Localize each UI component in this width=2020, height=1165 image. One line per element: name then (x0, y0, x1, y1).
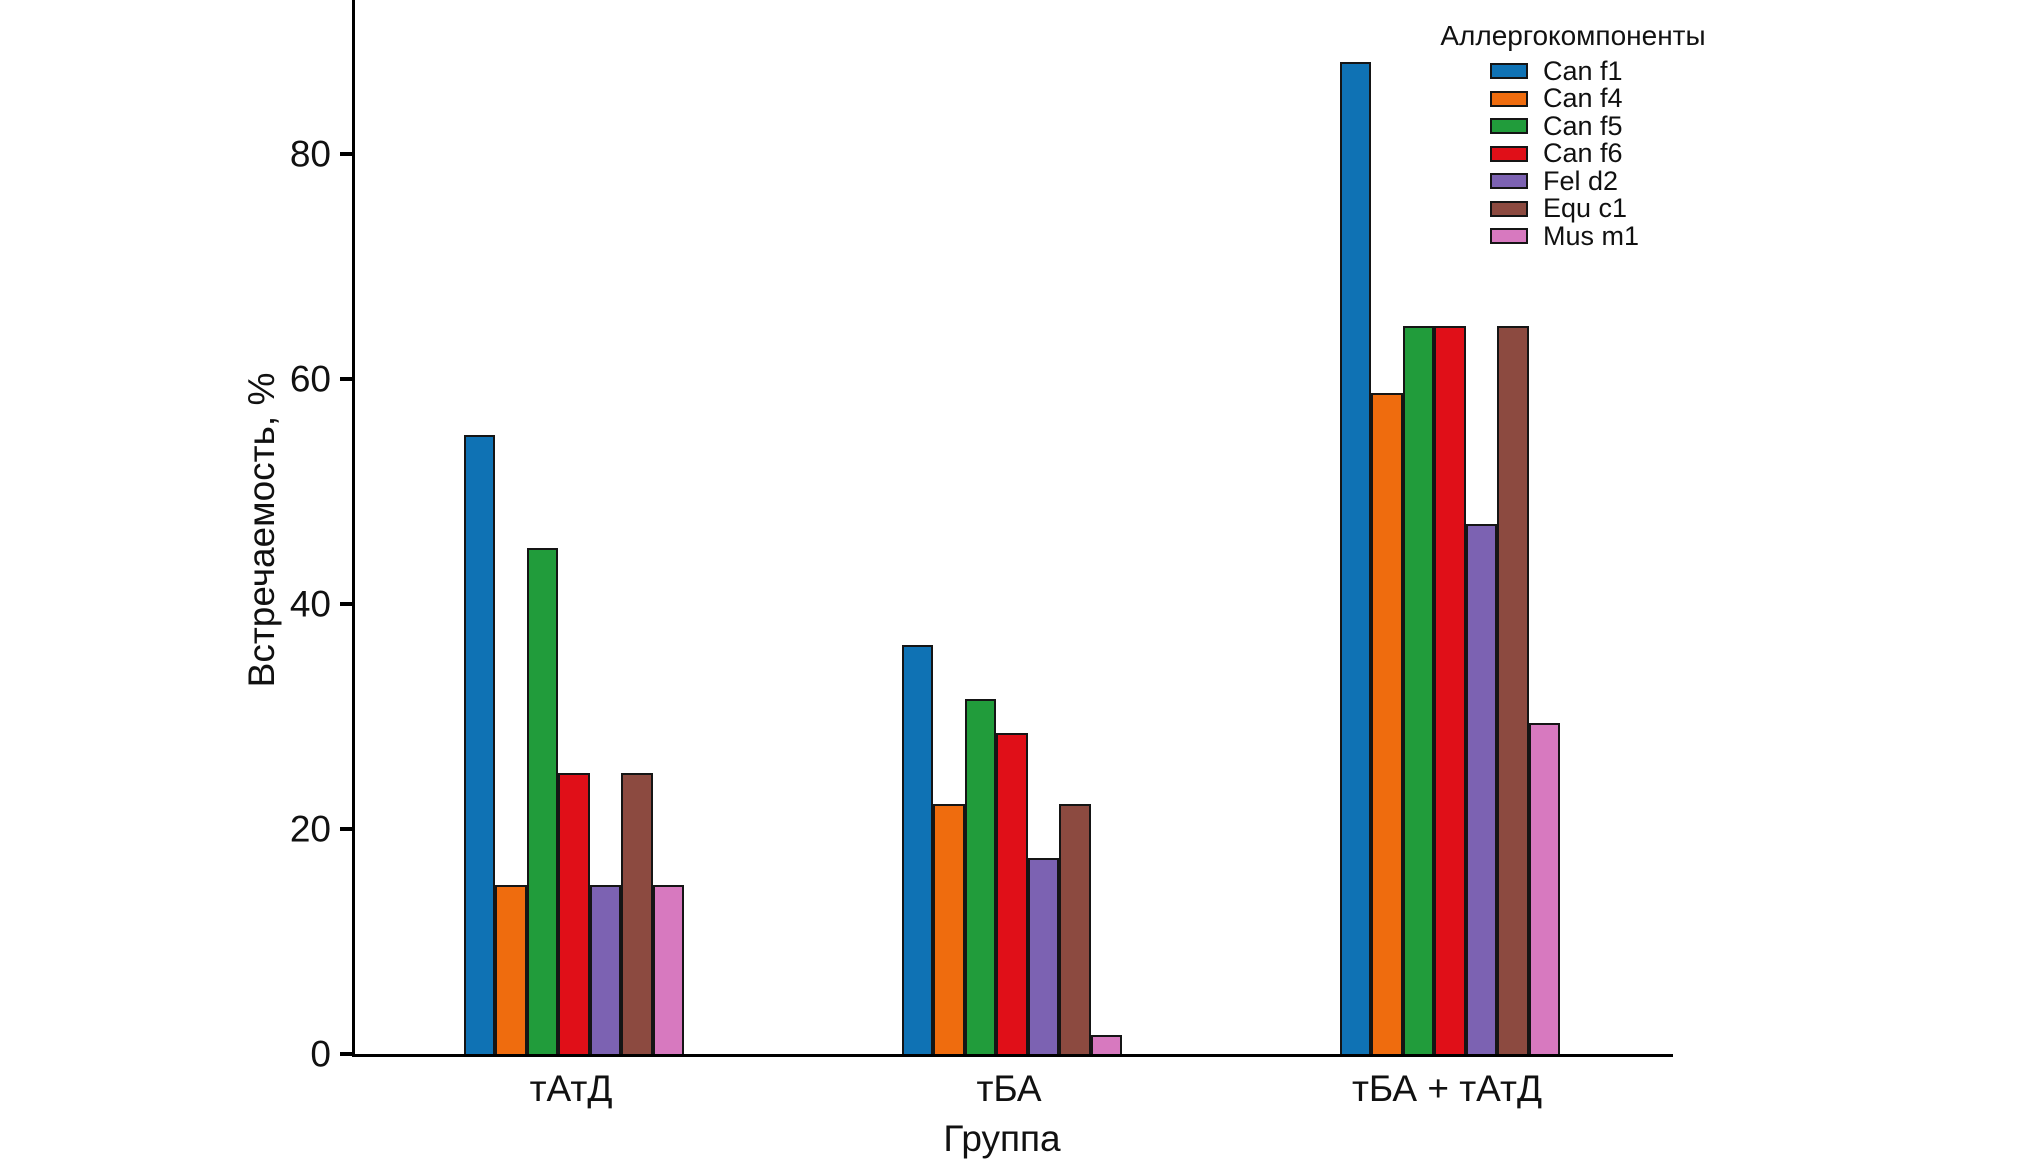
y-tick-mark-40 (340, 602, 355, 606)
bar-equ-c1-тБА + тАтД (1497, 326, 1529, 1054)
legend-item-can-f1: Can f1 (1490, 57, 1708, 84)
y-tick-label-80: 80 (289, 133, 331, 175)
bar-can-f1-тБА (901, 644, 934, 1054)
bar-can-f5-тБА + тАтД (1402, 326, 1435, 1054)
legend-label: Can f5 (1543, 110, 1623, 141)
bar-can-f6-тБА (996, 733, 1028, 1054)
bar-can-f6-тБА + тАтД (1434, 326, 1466, 1054)
bar-mus-m1-тБА (1090, 1034, 1123, 1054)
x-tick-label-тБА: тБА (976, 1068, 1042, 1109)
bar-group-тАтД (463, 435, 685, 1054)
legend-item-can-f6: Can f6 (1490, 140, 1708, 167)
legend-label: Can f4 (1543, 83, 1623, 113)
bar-can-f4-тАтД (495, 885, 527, 1054)
bar-mus-m1-тАтД (652, 885, 685, 1054)
legend-label: Can f1 (1543, 55, 1623, 86)
x-tick-label-тАтД: тАтД (529, 1068, 613, 1109)
bar-fel-d2-тБА + тАтД (1465, 524, 1498, 1054)
legend-swatch-icon (1490, 200, 1528, 217)
legend-item-mus-m1: Mus m1 (1490, 222, 1708, 249)
legend-label: Mus m1 (1543, 220, 1640, 251)
bar-can-f1-тАтД (463, 435, 496, 1054)
x-tick-label-тБА + тАтД: тБА + тАтД (1351, 1068, 1543, 1109)
legend-swatch-icon (1490, 228, 1528, 244)
legend-item-equ-c1: Equ c1 (1490, 195, 1708, 222)
legend-title: Аллергокомпоненты (1440, 20, 1706, 51)
bar-equ-c1-тБА (1059, 804, 1091, 1054)
bar-group-тБА (901, 644, 1123, 1054)
legend-item-can-f5: Can f5 (1490, 112, 1708, 139)
bar-can-f5-тБА (964, 698, 997, 1054)
bar-can-f4-тБА + тАтД (1371, 392, 1403, 1054)
y-tick-label-0: 0 (310, 1033, 331, 1075)
legend-swatch-icon (1490, 118, 1528, 134)
bar-equ-c1-тАтД (621, 772, 653, 1054)
legend-label: Equ c1 (1543, 193, 1628, 223)
y-tick-mark-20 (340, 827, 355, 831)
bar-fel-d2-тАтД (589, 885, 622, 1054)
legend-swatch-icon (1490, 90, 1528, 107)
y-tick-mark-80 (340, 152, 355, 156)
y-axis-title: Встречаемость, % (241, 372, 282, 688)
bar-can-f1-тБА + тАтД (1339, 61, 1372, 1054)
legend-swatch-icon (1490, 173, 1528, 189)
bar-mus-m1-тБА + тАтД (1528, 723, 1561, 1054)
bar-can-f4-тБА (933, 804, 965, 1054)
bar-can-f6-тАтД (558, 772, 590, 1054)
x-axis-title: Группа (943, 1118, 1061, 1159)
y-tick-label-40: 40 (289, 583, 331, 625)
y-tick-mark-60 (340, 377, 355, 381)
legend: Аллергокомпоненты Can f1 Can f4 Can f5 Can … (1438, 20, 1708, 255)
y-tick-label-60: 60 (289, 358, 331, 400)
legend-items: Can f1 Can f4 Can f5 Can f6 Fel d2 Equ c1 Mus … (1438, 57, 1708, 249)
legend-label: Fel d2 (1543, 165, 1619, 196)
legend-swatch-icon (1490, 145, 1528, 162)
legend-swatch-icon (1490, 63, 1528, 79)
legend-label: Can f6 (1543, 138, 1623, 168)
legend-item-can-f4: Can f4 (1490, 85, 1708, 112)
bar-can-f5-тАтД (526, 547, 559, 1054)
legend-item-fel-d2: Fel d2 (1490, 167, 1708, 194)
y-tick-label-20: 20 (289, 808, 331, 850)
plot-area: 0 20 40 60 80 (290, 0, 1673, 1073)
bar-group-тБА + тАтД (1339, 61, 1561, 1054)
y-tick-mark-0 (340, 1052, 355, 1056)
bar-fel-d2-тБА (1027, 858, 1060, 1054)
